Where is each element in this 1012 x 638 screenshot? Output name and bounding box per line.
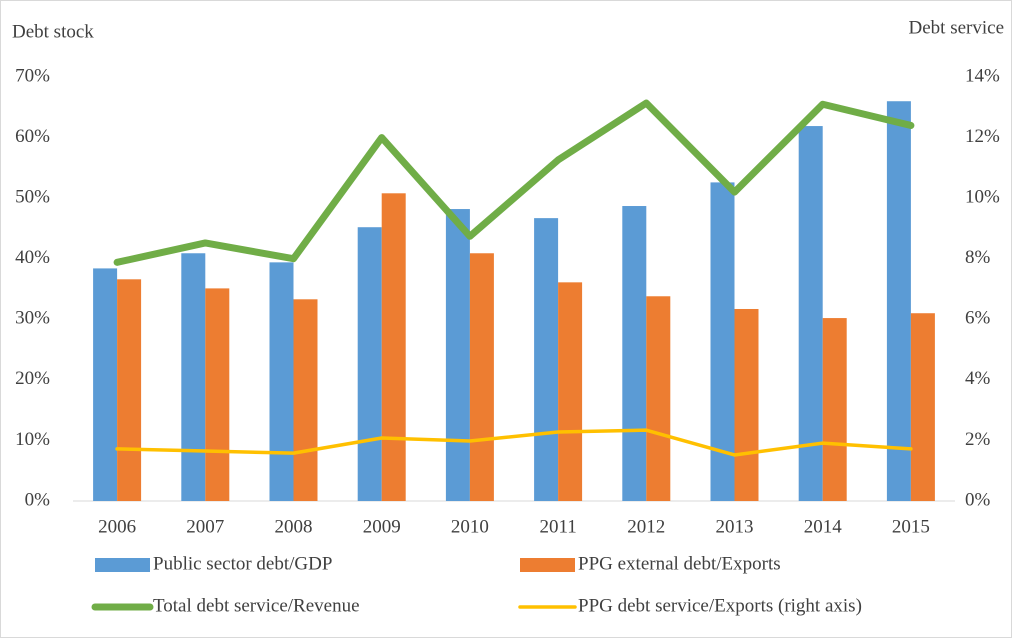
bar	[293, 299, 318, 501]
y-axis-title: Debt stock	[12, 21, 94, 42]
y2-tick-label: 14%	[965, 65, 1000, 86]
bar	[886, 101, 911, 501]
y-tick-label: 30%	[15, 308, 50, 329]
bar	[269, 262, 294, 501]
bar	[469, 253, 494, 501]
line-series	[115, 428, 913, 457]
bar	[558, 282, 583, 501]
x-tick-label: 2008	[275, 516, 313, 537]
legend-swatch	[520, 558, 575, 572]
x-tick-label: 2011	[539, 516, 576, 537]
legend-label: Total debt service/Revenue	[153, 595, 360, 616]
y2-tick-label: 0%	[965, 489, 991, 510]
bar	[798, 126, 823, 501]
bar	[381, 193, 406, 501]
y-tick-label: 60%	[15, 126, 50, 147]
y2-tick-label: 2%	[965, 429, 991, 450]
x-tick-label: 2007	[186, 516, 224, 537]
y2-tick-label: 4%	[965, 368, 991, 389]
bar	[822, 318, 847, 501]
legend-label: Public sector debt/GDP	[153, 553, 332, 574]
x-tick-label: 2010	[451, 516, 489, 537]
y-tick-label: 10%	[15, 429, 50, 450]
bar	[910, 313, 935, 501]
y-tick-label: 50%	[15, 187, 50, 208]
bar	[93, 268, 118, 501]
y-tick-label: 0%	[25, 489, 51, 510]
legend-label: PPG debt service/Exports (right axis)	[578, 595, 862, 616]
legend-swatch	[95, 558, 150, 572]
x-tick-label: 2009	[363, 516, 401, 537]
bar	[205, 288, 230, 501]
x-tick-label: 2013	[716, 516, 754, 537]
y2-tick-label: 8%	[965, 247, 991, 268]
x-tick-label: 2012	[627, 516, 665, 537]
bar	[357, 227, 382, 501]
y2-axis-title: Debt service	[909, 17, 1004, 38]
y2-tick-label: 12%	[965, 126, 1000, 147]
bar	[646, 296, 671, 501]
bar	[181, 253, 206, 501]
y2-tick-label: 6%	[965, 308, 991, 329]
bar	[622, 206, 647, 501]
legend-label: PPG external debt/Exports	[578, 553, 781, 574]
y-tick-label: 20%	[15, 368, 50, 389]
x-tick-label: 2014	[804, 516, 843, 537]
bar	[117, 279, 142, 501]
y2-tick-label: 10%	[965, 187, 1000, 208]
line-series	[113, 99, 915, 266]
x-tick-label: 2015	[892, 516, 930, 537]
x-tick-label: 2006	[98, 516, 136, 537]
bar	[534, 218, 559, 502]
y-tick-label: 70%	[15, 65, 50, 86]
bar	[734, 308, 759, 501]
bar	[445, 209, 470, 501]
y-tick-label: 40%	[15, 247, 50, 268]
